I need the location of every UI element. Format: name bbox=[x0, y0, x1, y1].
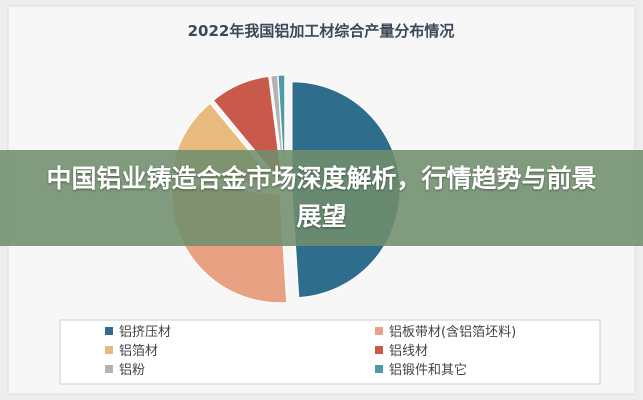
legend-swatch bbox=[105, 365, 113, 373]
legend-label: 铝箔材 bbox=[119, 343, 158, 359]
legend-swatch bbox=[375, 327, 383, 335]
legend-label: 铝线材 bbox=[389, 344, 428, 359]
legend-swatch bbox=[375, 365, 383, 373]
legend-label: 铝挤压材 bbox=[119, 325, 171, 340]
chart-title: 2022年我国铝加工材综合产量分布情况 bbox=[188, 22, 455, 40]
legend-swatch bbox=[105, 346, 113, 354]
legend-label: 铝锻件和其它 bbox=[389, 362, 467, 378]
headline-banner: 中国铝业铸造合金市场深度解析，行情趋势与前景展望 bbox=[0, 150, 643, 246]
legend-swatch bbox=[375, 346, 383, 354]
legend-label: 铝粉 bbox=[119, 363, 145, 378]
legend-box bbox=[59, 319, 601, 385]
headline: 中国铝业铸造合金市场深度解析，行情趋势与前景展望 bbox=[46, 164, 597, 231]
legend-label: 铝板带材(含铝箔坯料) bbox=[389, 324, 516, 340]
legend-swatch bbox=[105, 327, 113, 335]
